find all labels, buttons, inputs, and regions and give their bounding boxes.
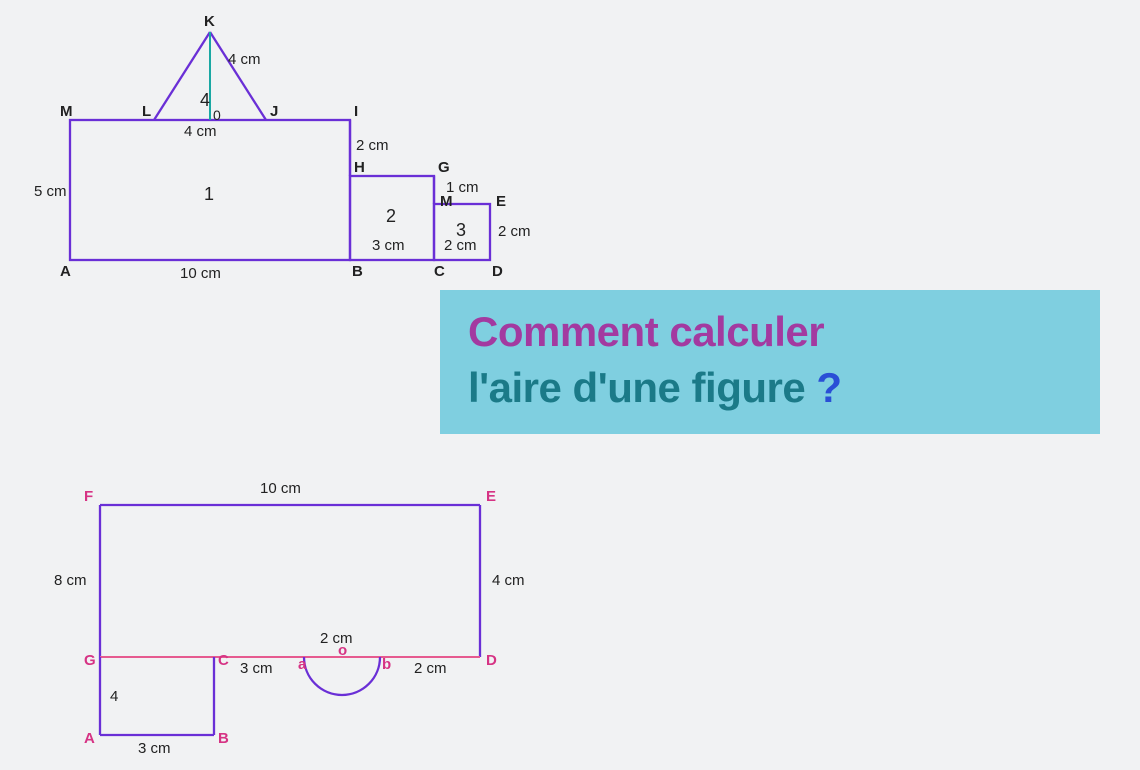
dim-4cm-base: 4 cm [184,123,217,140]
figure-1: A B C D E M G H I J L M K 0 10 cm 5 cm 4… [30,10,590,280]
v2-b: b [382,656,391,673]
title-box: Comment calculer l'aire d'une figure ? [440,290,1100,434]
v2-G: G [84,652,96,669]
v-E: E [496,193,506,210]
dim-1cm-GM: 1 cm [446,179,479,196]
v2-a: a [298,656,307,673]
d2-2cm-arc: 2 cm [320,630,353,647]
d2-3cm-Ca: 3 cm [240,660,273,677]
dim-5cm: 5 cm [34,183,67,200]
v-D: D [492,263,503,280]
figure-2-svg: F E D G C A B a b o 10 cm 4 cm 8 cm 2 cm… [40,465,560,765]
d2-4-side: 4 [110,688,118,705]
v-M: M [60,103,73,120]
v-H: H [354,159,365,176]
d2-2cm-bD: 2 cm [414,660,447,677]
v-A: A [60,263,71,280]
title-line-1: Comment calculer [468,308,1072,356]
v-I: I [354,103,358,120]
v2-D: D [486,652,497,669]
v-C: C [434,263,445,280]
dim-3cm-BC: 3 cm [372,237,405,254]
v-0: 0 [213,107,221,123]
v-J: J [270,103,278,120]
title-qmark: ? [816,364,841,411]
v2-C: C [218,652,229,669]
v2-B: B [218,730,229,747]
d2-4cm: 4 cm [492,572,525,589]
dim-10cm: 10 cm [180,265,221,282]
dim-2cm-IH: 2 cm [356,137,389,154]
v-K: K [204,13,215,30]
v2-F: F [84,488,93,505]
region-4: 4 [200,90,210,110]
semicircle [304,657,380,695]
d2-10cm: 10 cm [260,480,301,497]
dim-2cm-DE: 2 cm [498,223,531,240]
title-line-2: l'aire d'une figure ? [468,364,1072,412]
v2-E: E [486,488,496,505]
region-2: 2 [386,206,396,226]
title-line-2-text: l'aire d'une figure [468,364,805,411]
region-1: 1 [204,184,214,204]
v-B: B [352,263,363,280]
v2-A: A [84,730,95,747]
d2-3cm-AB: 3 cm [138,740,171,757]
v-L: L [142,103,151,120]
figure-1-svg: A B C D E M G H I J L M K 0 10 cm 5 cm 4… [30,10,590,280]
figure-2: F E D G C A B a b o 10 cm 4 cm 8 cm 2 cm… [40,465,560,765]
d2-8cm: 8 cm [54,572,87,589]
dim-4cm-side: 4 cm [228,51,261,68]
v-G: G [438,159,450,176]
region-3: 3 [456,220,466,240]
